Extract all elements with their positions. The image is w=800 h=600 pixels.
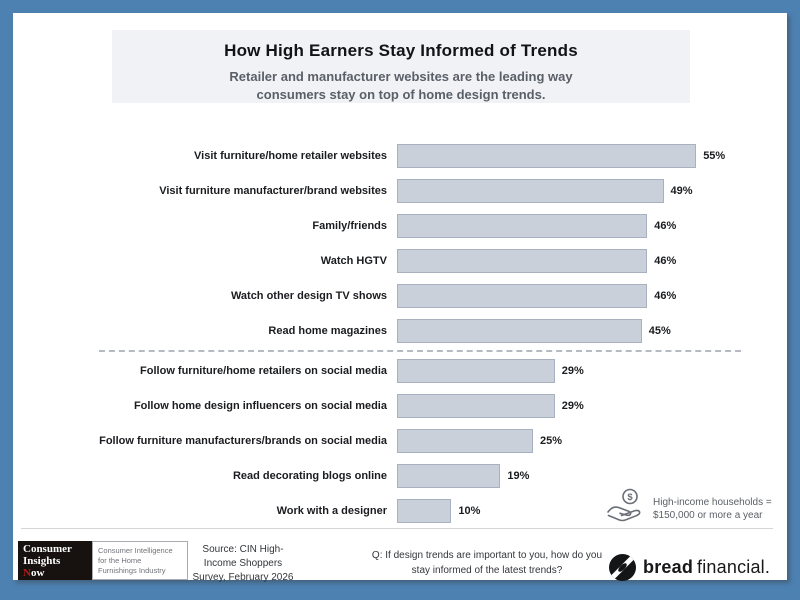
bread-financial-wordmark: bread financial. (643, 557, 771, 577)
source-line-2: Income Shoppers (203, 558, 283, 569)
bar-value: 49% (670, 184, 693, 197)
cin-logo-wordmark: Consumer Insights Now (18, 541, 92, 580)
bar-label: Follow home design influencers on social… (133, 399, 387, 412)
income-note-text: High-income households = $150,000 or more… (653, 496, 772, 522)
source-note: Source: CIN High- Income Shoppers Survey… (163, 543, 323, 585)
bar-value: 46% (654, 289, 677, 302)
chart-row: Follow home design influencers on social… (99, 388, 741, 423)
income-note-line-2: $150,000 or more a year (653, 509, 763, 521)
bread-financial-icon (609, 554, 636, 581)
coin-in-hand-icon: $ (605, 487, 645, 530)
bar-label: Watch HGTV (320, 254, 387, 267)
category-separator (99, 350, 741, 352)
cin-logo-line-2: Insights (23, 555, 61, 567)
bar (397, 358, 555, 383)
bar (397, 498, 452, 523)
bar-value: 10% (458, 504, 481, 517)
chart-row: Watch HGTV 46% (99, 243, 741, 278)
title-panel: How High Earners Stay Informed of Trends… (112, 30, 690, 103)
bar (397, 143, 697, 168)
bar (397, 393, 555, 418)
bar-value: 29% (561, 364, 584, 377)
bar-value: 55% (703, 149, 726, 162)
bar (397, 318, 642, 343)
source-line-3: Survey, February 2026 (192, 572, 294, 583)
bar-value: 19% (507, 469, 530, 482)
question-line-2: stay informed of the latest trends? (411, 565, 563, 576)
bar-value: 25% (540, 434, 563, 447)
subtitle-line-1: Retailer and manufacturer websites are t… (229, 69, 573, 84)
bar-value: 45% (648, 324, 671, 337)
svg-text:$: $ (627, 492, 633, 503)
question-line-1: Q: If design trends are important to you… (371, 550, 603, 561)
source-line-1: Source: CIN High- (202, 544, 284, 555)
page-title: How High Earners Stay Informed of Trends (224, 41, 578, 60)
footer-divider (21, 528, 773, 529)
chart-row: Read decorating blogs online 19% (99, 458, 741, 493)
chart-row: Follow furniture manufacturers/brands on… (99, 423, 741, 458)
survey-question: Q: If design trends are important to you… (329, 548, 645, 578)
chart-row: Work with a designer 10% (99, 493, 741, 528)
bar (397, 463, 501, 488)
chart-row: Family/friends 46% (99, 208, 741, 243)
cin-logo-line-1: Consumer (23, 543, 72, 555)
bar-chart: Visit furniture/home retailer websites 55… (99, 138, 741, 528)
chart-row: Follow furniture/home retailers on socia… (99, 353, 741, 388)
bar-label: Watch other design TV shows (230, 289, 387, 302)
bar-label: Visit furniture manufacturer/brand websi… (159, 184, 387, 197)
cin-tagline-line-3: Furnishings Industry (98, 566, 166, 575)
chart-row: Watch other design TV shows 46% (99, 278, 741, 313)
chart-row: Visit furniture/home retailer websites 55… (99, 138, 741, 173)
bar-value: 46% (654, 219, 677, 232)
bar-value: 29% (561, 399, 584, 412)
bar-value: 46% (654, 254, 677, 267)
chart-row: Visit furniture manufacturer/brand websi… (99, 173, 741, 208)
income-definition-note: $ High-income households = $150,000 or mo… (605, 487, 772, 530)
bar (397, 178, 664, 203)
bar (397, 213, 648, 238)
cin-tagline: Consumer Intelligence for the Home Furni… (92, 541, 188, 580)
infographic-page: How High Earners Stay Informed of Trends… (13, 13, 787, 583)
cin-logo: Consumer Insights Now Consumer Intellige… (18, 541, 188, 580)
cin-tagline-line-2: for the Home (98, 556, 142, 565)
subtitle-line-2: consumers stay on top of home design tre… (256, 87, 546, 102)
bar-label: Follow furniture manufacturers/brands on… (99, 434, 387, 447)
cin-logo-accent-letter: N (23, 567, 31, 579)
chart-row: Read home magazines 45% (99, 313, 741, 348)
bar-label: Read home magazines (268, 324, 387, 337)
bar-label: Visit furniture/home retailer websites (194, 149, 387, 162)
bar (397, 248, 648, 273)
bar-label: Read decorating blogs online (232, 469, 387, 482)
income-note-line-1: High-income households = (653, 496, 772, 508)
page-subtitle: Retailer and manufacturer websites are t… (112, 68, 690, 104)
cin-tagline-line-1: Consumer Intelligence (98, 546, 173, 555)
bread-financial-logo: bread financial. (609, 554, 770, 581)
cin-logo-line-3: Now (23, 567, 45, 579)
bar-label: Follow furniture/home retailers on socia… (140, 364, 387, 377)
bar-label: Work with a designer (276, 504, 387, 517)
bar (397, 283, 648, 308)
bar-label: Family/friends (312, 219, 387, 232)
bar (397, 428, 533, 453)
